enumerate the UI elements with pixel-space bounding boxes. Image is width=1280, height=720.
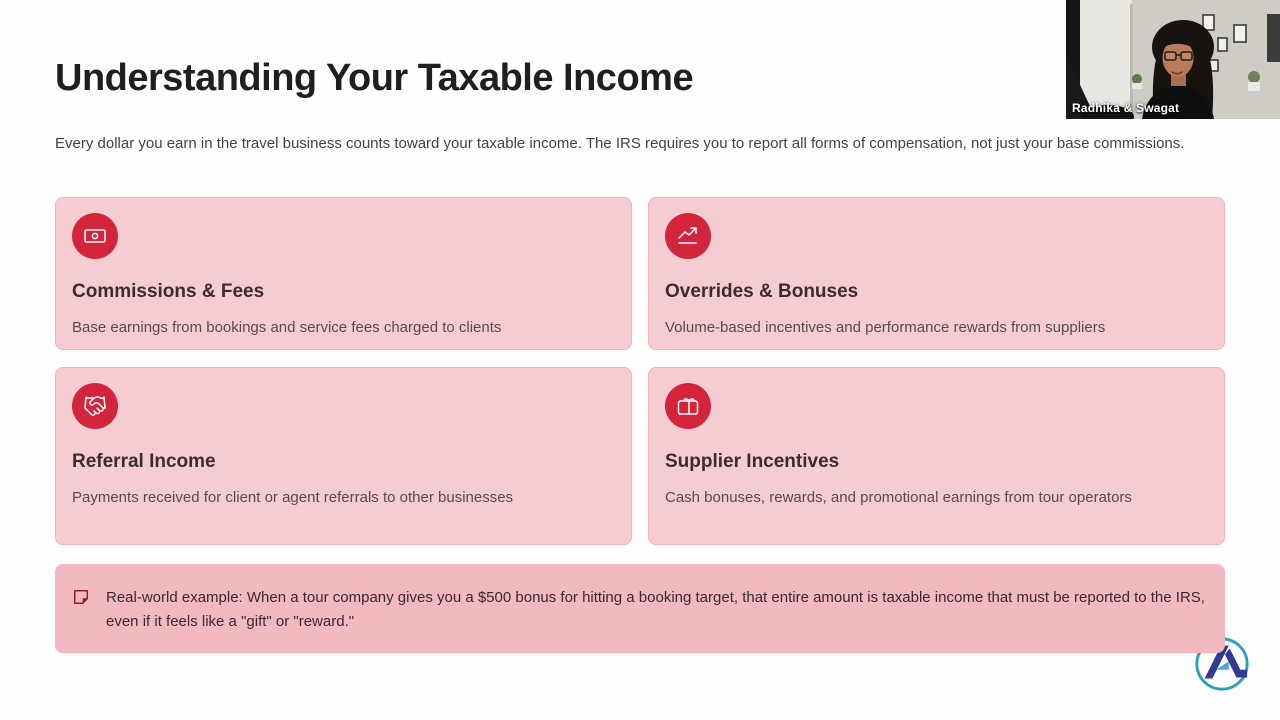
speaker-video-still — [1066, 0, 1280, 119]
handshake-icon — [72, 383, 118, 429]
trending-up-icon — [665, 213, 711, 259]
card-description: Payments received for client or agent re… — [72, 489, 514, 506]
callout-text: Real-world example: When a tour company … — [106, 589, 1205, 630]
card-description: Volume-based incentives and performance … — [665, 319, 1106, 336]
card-description: Base earnings from bookings and service … — [72, 319, 502, 336]
card-referral-income: Referral Income Payments received for cl… — [55, 367, 632, 545]
speaker-name-label: Radhika & Swagat — [1072, 101, 1180, 115]
income-cards-grid: Commissions & Fees Base earnings from bo… — [55, 197, 1225, 545]
card-supplier-incentives: Supplier Incentives Cash bonuses, reward… — [648, 367, 1225, 545]
real-world-example-callout: Real-world example: When a tour company … — [55, 564, 1225, 653]
gift-card-icon — [665, 383, 711, 429]
card-title: Referral Income — [72, 451, 216, 472]
card-commissions-fees: Commissions & Fees Base earnings from bo… — [55, 197, 632, 350]
card-title: Overrides & Bonuses — [665, 281, 859, 302]
sticky-note-icon — [71, 587, 91, 612]
card-description: Cash bonuses, rewards, and promotional e… — [665, 489, 1132, 506]
card-title: Supplier Incentives — [665, 451, 840, 472]
slide-subtitle: Every dollar you earn in the travel busi… — [55, 135, 1185, 152]
card-title: Commissions & Fees — [72, 281, 265, 302]
card-overrides-bonuses: Overrides & Bonuses Volume-based incenti… — [648, 197, 1225, 350]
page-title: Understanding Your Taxable Income — [55, 57, 694, 99]
webcam-video-tile: Radhika & Swagat — [1066, 0, 1280, 119]
banknote-icon — [72, 213, 118, 259]
